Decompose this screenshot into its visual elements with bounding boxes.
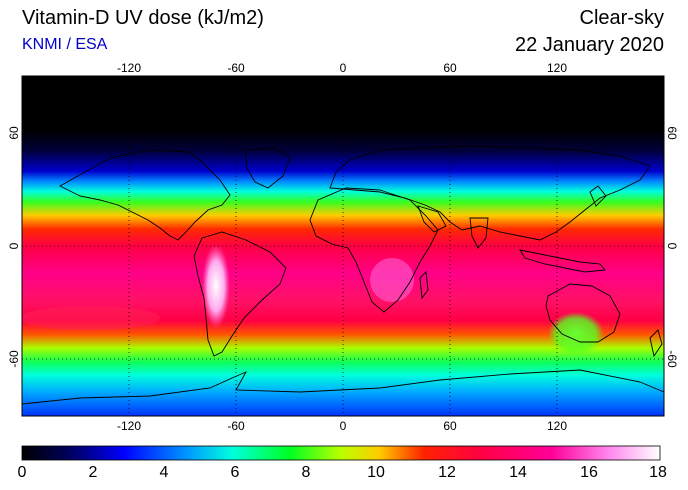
lon-tick-labels-bottom: -120 -60 0 60 120 <box>117 419 567 433</box>
colorbar-tick-label: 4 <box>159 464 169 481</box>
map-frame <box>21 75 665 417</box>
colorbar-tick-label: 0 <box>17 464 27 481</box>
lon-tick-label: -120 <box>117 419 141 433</box>
colorbar-tick-label: 14 <box>509 464 527 481</box>
lon-tick-label: 0 <box>340 61 347 75</box>
lon-tick-label: 120 <box>547 419 567 433</box>
sky-condition-label: Clear-sky <box>579 7 664 29</box>
lat-tick-label: -60 <box>7 350 21 368</box>
lon-tick-label: -60 <box>227 61 245 75</box>
lon-tick-label: -60 <box>227 419 245 433</box>
lat-tick-label: 0 <box>7 242 21 249</box>
australia-low-uv <box>548 312 604 356</box>
colorbar-tick-label: 12 <box>438 464 456 481</box>
lon-tick-label: 60 <box>443 419 457 433</box>
data-source-label: KNMI / ESA <box>22 36 108 53</box>
map-gridlines <box>22 76 664 416</box>
lon-tick-label: -120 <box>117 61 141 75</box>
date-label: 22 January 2020 <box>514 34 664 56</box>
lon-tick-label: 60 <box>443 61 457 75</box>
lon-tick-label: 0 <box>340 419 347 433</box>
colorbar-tick-label: 16 <box>580 464 598 481</box>
southern-africa-high-uv <box>370 258 414 302</box>
andes-high-uv <box>202 244 230 328</box>
lat-tick-labels-left: 60 0 -60 <box>7 126 21 368</box>
colorbar-tick-label: 6 <box>230 464 240 481</box>
lon-tick-labels-top: -120 -60 0 60 120 <box>117 61 567 75</box>
colorbar <box>21 445 661 461</box>
lat-tick-label: 0 <box>665 243 679 250</box>
colorbar-tick-label: 8 <box>301 464 311 481</box>
colorbar-tick-label: 10 <box>367 464 385 481</box>
south-pacific-band <box>22 306 160 330</box>
colorbar-tick-label: 2 <box>88 464 98 481</box>
lat-tick-label: 60 <box>7 126 21 140</box>
map-title: Vitamin-D UV dose (kJ/m2) <box>22 7 264 29</box>
lon-tick-label: 120 <box>547 61 567 75</box>
coastlines <box>21 145 665 405</box>
lat-tick-labels-right: 60 0 -60 <box>665 126 679 368</box>
lat-tick-label: -60 <box>665 350 679 368</box>
lat-tick-label: 60 <box>665 126 679 140</box>
colorbar-tick-label: 18 <box>649 464 667 481</box>
